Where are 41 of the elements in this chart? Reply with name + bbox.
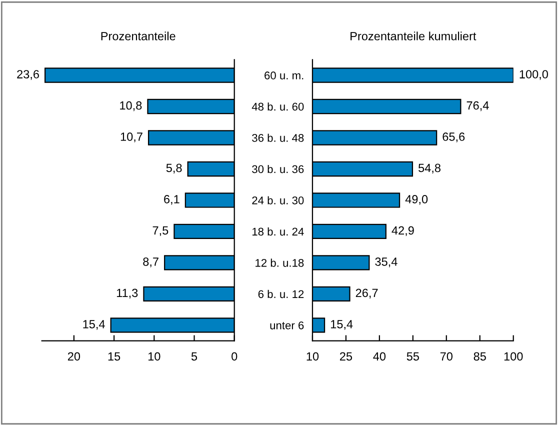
x-tick-label: 15 — [108, 352, 120, 361]
x-tick-label: 70 — [440, 352, 453, 361]
x-tick-label: 40 — [373, 352, 386, 361]
data-label: 10,7 — [120, 132, 142, 142]
x-tick-label: 20 — [68, 352, 80, 361]
data-label: 6,1 — [164, 195, 180, 205]
data-label: 5,8 — [166, 164, 182, 174]
y-tick-label: 24 b. u. 30 — [252, 196, 304, 204]
x-tick-label: 100 — [504, 352, 523, 361]
data-label: 76,4 — [466, 101, 489, 112]
data-label: 7,5 — [152, 226, 168, 236]
y-tick-label: 12 b. u.18 — [256, 258, 304, 267]
y-tick-label: unter 6 — [270, 321, 304, 330]
x-tick-label: 25 — [340, 352, 352, 361]
data-label: 23,6 — [17, 70, 39, 80]
data-label: 100,0 — [520, 70, 548, 80]
data-label: 54,8 — [418, 164, 440, 174]
y-tick-label: 36 b. u. 48 — [252, 134, 304, 142]
x-tick-label: 10 — [148, 352, 160, 361]
y-tick-label: 18 b. u. 24 — [252, 227, 304, 236]
chart-title: Prozentanteile — [101, 32, 176, 40]
x-tick-label: 55 — [406, 352, 419, 361]
x-tick-label: 0 — [232, 352, 238, 361]
x-tick-label: 10 — [306, 352, 319, 361]
data-label: 26,7 — [356, 288, 378, 299]
y-tick-label: 6 b. u. 12 — [258, 290, 304, 298]
data-label: 15,4 — [83, 320, 105, 330]
data-label: 49,0 — [405, 195, 428, 205]
data-label: 65,6 — [442, 132, 465, 142]
data-label: 8,7 — [143, 258, 158, 268]
data-label: 42,9 — [392, 226, 414, 236]
data-label: 11,3 — [116, 288, 138, 299]
x-tick-label: 5 — [191, 352, 198, 361]
y-tick-label: 30 b. u. 36 — [252, 164, 304, 174]
data-label: 35,4 — [375, 258, 398, 268]
x-tick-label: 85 — [474, 352, 486, 361]
chart-title: Prozentanteile kumuliert — [350, 32, 476, 40]
y-tick-label: 60 u. m. — [264, 72, 304, 80]
data-label: 15,4 — [330, 320, 353, 330]
y-tick-label: 48 b. u. 60 — [252, 102, 304, 111]
data-label: 10,8 — [120, 101, 142, 112]
